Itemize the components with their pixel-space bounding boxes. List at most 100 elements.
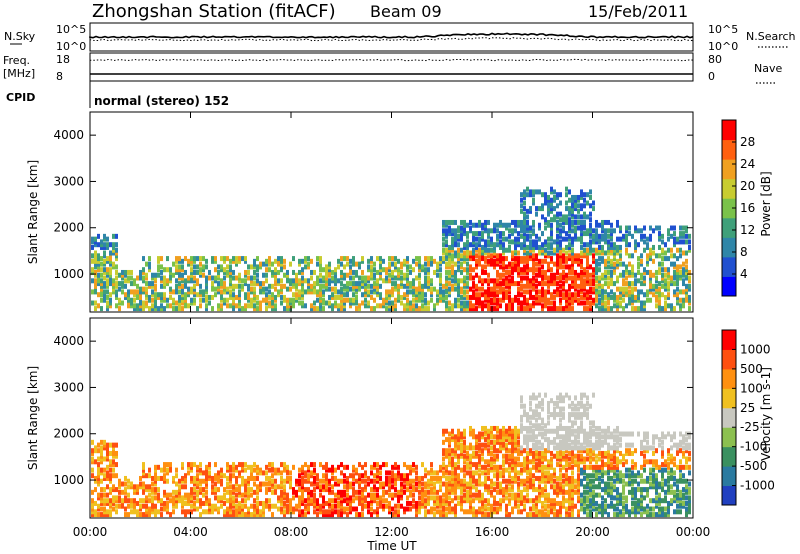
data-cell <box>412 306 415 312</box>
data-cell <box>688 300 691 306</box>
data-cell <box>562 269 565 275</box>
data-cell <box>238 283 241 289</box>
data-cell <box>220 294 223 300</box>
data-cell <box>535 498 538 504</box>
data-cell <box>598 292 601 298</box>
data-cell <box>97 264 100 270</box>
data-cell <box>556 306 559 312</box>
data-cell <box>511 467 514 473</box>
data-cell <box>442 470 445 476</box>
data-cell <box>661 292 664 298</box>
data-cell <box>457 484 460 490</box>
data-cell <box>100 492 103 498</box>
data-cell <box>319 478 322 484</box>
data-cell <box>454 242 457 248</box>
data-cell <box>505 278 508 284</box>
data-cell <box>544 456 547 462</box>
data-cell <box>238 503 241 509</box>
data-cell <box>586 242 589 248</box>
data-cell <box>463 256 466 262</box>
data-cell <box>577 462 580 468</box>
data-cell <box>604 281 607 287</box>
data-cell <box>376 286 379 292</box>
data-cell <box>265 503 268 509</box>
data-cell <box>520 306 523 312</box>
data-cell <box>145 509 148 515</box>
data-cell <box>535 294 538 300</box>
data-cell <box>499 258 502 264</box>
data-cell <box>529 481 532 487</box>
data-cell <box>478 256 481 262</box>
data-cell <box>532 431 535 437</box>
data-cell <box>283 464 286 470</box>
data-cell <box>442 297 445 303</box>
data-cell <box>340 500 343 506</box>
data-cell <box>523 487 526 493</box>
data-cell <box>400 300 403 306</box>
data-cell <box>631 267 634 273</box>
data-cell <box>526 498 529 504</box>
data-cell <box>688 239 691 245</box>
data-cell <box>196 264 199 270</box>
data-cell <box>388 475 391 481</box>
data-cell <box>583 219 586 225</box>
data-cell <box>658 306 661 312</box>
data-cell <box>286 303 289 309</box>
data-cell <box>439 467 442 473</box>
data-cell <box>259 509 262 515</box>
data-cell <box>550 478 553 484</box>
data-cell <box>553 478 556 484</box>
data-cell <box>484 467 487 473</box>
nsearch-tick-top: 10^5 <box>708 23 738 36</box>
data-cell <box>463 267 466 273</box>
data-cell <box>247 475 250 481</box>
data-cell <box>568 244 571 250</box>
data-cell <box>352 281 355 287</box>
data-cell <box>658 297 661 303</box>
data-cell <box>376 462 379 468</box>
data-cell <box>529 244 532 250</box>
data-cell <box>463 219 466 225</box>
data-cell <box>541 487 544 493</box>
data-cell <box>484 487 487 493</box>
data-cell <box>613 297 616 303</box>
data-cell <box>277 470 280 476</box>
data-cell <box>454 439 457 445</box>
data-cell <box>613 281 616 287</box>
data-cell <box>553 428 556 434</box>
data-cell <box>295 492 298 498</box>
data-cell <box>436 272 439 278</box>
data-cell <box>265 481 268 487</box>
data-cell <box>556 242 559 248</box>
cpid-value: normal (stereo) 152 <box>94 94 229 108</box>
data-cell <box>637 278 640 284</box>
data-cell <box>484 289 487 295</box>
data-cell <box>274 272 277 278</box>
data-cell <box>142 300 145 306</box>
data-cell <box>208 473 211 479</box>
data-cell <box>544 225 547 231</box>
data-cell <box>466 456 469 462</box>
data-cell <box>340 489 343 495</box>
data-cell <box>103 498 106 504</box>
data-cell <box>403 292 406 298</box>
data-cell <box>202 470 205 476</box>
data-cell <box>283 509 286 515</box>
data-cell <box>475 292 478 298</box>
data-cell <box>550 250 553 256</box>
data-cell <box>565 506 568 512</box>
data-cell <box>526 462 529 468</box>
data-cell <box>241 286 244 292</box>
data-cell <box>610 244 613 250</box>
data-cell <box>679 233 682 239</box>
data-cell <box>268 261 271 267</box>
data-cell <box>412 303 415 309</box>
data-cell <box>460 269 463 275</box>
data-cell <box>250 473 253 479</box>
data-cell <box>271 303 274 309</box>
data-cell <box>91 456 94 462</box>
data-cell <box>223 281 226 287</box>
data-cell <box>682 269 685 275</box>
data-cell <box>505 453 508 459</box>
data-cell <box>568 283 571 289</box>
